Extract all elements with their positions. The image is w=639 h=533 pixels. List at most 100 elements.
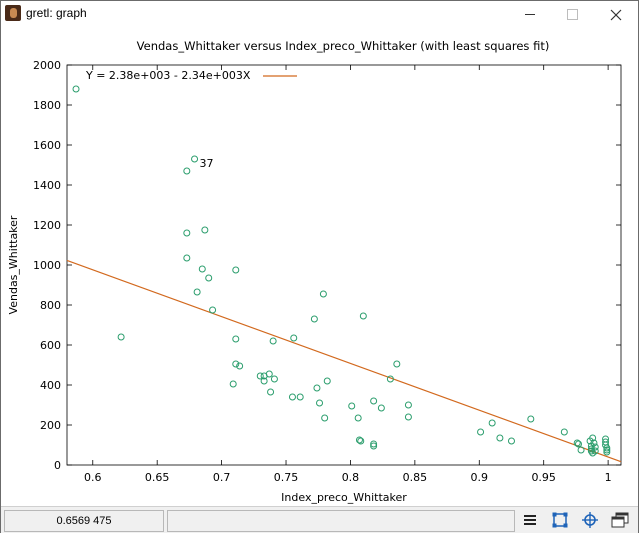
minimize-icon (525, 14, 535, 15)
data-point (359, 312, 367, 320)
data-point (354, 414, 362, 422)
data-point (603, 446, 611, 454)
windows-icon (611, 512, 629, 528)
data-point (357, 437, 365, 445)
data-point (477, 428, 485, 436)
data-point (267, 388, 275, 396)
annotations: 37 (200, 157, 214, 170)
data-point (270, 375, 278, 383)
minimize-button[interactable] (507, 1, 553, 28)
y-tick-label: 1000 (33, 259, 61, 272)
data-point (603, 448, 611, 456)
data-point (319, 290, 327, 298)
legend: Y = 2.38e+003 - 2.34e+003X (85, 69, 297, 82)
data-point (260, 377, 268, 385)
data-point (496, 434, 504, 442)
windows-button[interactable] (609, 511, 631, 529)
y-tick-label: 800 (40, 299, 61, 312)
data-point (256, 372, 264, 380)
y-tick-label: 1800 (33, 99, 61, 112)
point-annotation: 37 (200, 157, 214, 170)
data-point (527, 415, 535, 423)
close-button[interactable] (593, 1, 639, 28)
data-point (587, 445, 595, 453)
data-point (236, 362, 244, 370)
x-tick-label: 0.65 (145, 471, 170, 484)
maximize-icon (566, 9, 578, 20)
data-point (577, 446, 585, 454)
crosshair-icon (582, 512, 598, 528)
y-tick-label: 2000 (33, 59, 61, 72)
y-axis-label: Vendas_Whittaker (7, 215, 20, 314)
data-point (198, 265, 206, 273)
zoom-icon (552, 512, 568, 528)
title-bar[interactable]: gretl: graph (1, 1, 638, 28)
legend-fit-label: Y = 2.38e+003 - 2.34e+003X (85, 69, 251, 82)
data-point (404, 413, 412, 421)
data-point (316, 399, 324, 407)
close-icon (610, 9, 622, 20)
menu-icon (524, 515, 536, 525)
data-point (355, 436, 363, 444)
data-point (310, 315, 318, 323)
data-point (232, 335, 240, 343)
x-axis-label: Index_preco_Whittaker (281, 491, 407, 504)
y-tick-label: 0 (54, 459, 61, 472)
plot-area[interactable]: Vendas_Whittaker versus Index_preco_Whit… (1, 29, 638, 505)
data-point (323, 377, 331, 385)
data-point (386, 375, 394, 383)
data-point (232, 266, 240, 274)
data-point (370, 440, 378, 448)
x-tick-label: 1 (605, 471, 612, 484)
data-point (587, 447, 595, 455)
y-tick-label: 400 (40, 379, 61, 392)
data-point (117, 333, 125, 341)
scatter-chart: Vendas_Whittaker versus Index_preco_Whit… (7, 39, 622, 504)
y-tick-label: 600 (40, 339, 61, 352)
x-tick-label: 0.6 (84, 471, 102, 484)
zoom-button[interactable] (549, 511, 571, 529)
data-point (589, 434, 597, 442)
data-point (205, 274, 213, 282)
data-point (591, 447, 599, 455)
data-point (191, 155, 199, 163)
y-tick-label: 1600 (33, 139, 61, 152)
data-point (574, 440, 582, 448)
y-axis: 0 200 400 600 800 1000 1200 1400 1600 1800 2000 (33, 59, 621, 472)
data-point (370, 442, 378, 450)
y-tick-label: 1400 (33, 179, 61, 192)
data-point (313, 384, 321, 392)
data-point (296, 393, 304, 401)
data-point (183, 229, 191, 237)
data-point (321, 414, 329, 422)
data-point (72, 85, 80, 93)
data-point (229, 380, 237, 388)
data-points (72, 85, 611, 457)
menu-button[interactable] (519, 511, 541, 529)
data-point (209, 306, 217, 314)
data-point (573, 439, 581, 447)
fit-line-group (66, 259, 622, 463)
x-axis: 0.6 0.65 0.7 0.75 0.8 0.85 0.9 0.95 1 (84, 65, 612, 484)
crosshair-button[interactable] (579, 511, 601, 529)
data-point (404, 401, 412, 409)
x-tick-label: 0.7 (213, 471, 231, 484)
data-point (507, 437, 515, 445)
window-title: gretl: graph (26, 6, 87, 20)
data-point (269, 337, 277, 345)
data-point (393, 360, 401, 368)
data-point (560, 428, 568, 436)
maximize-button[interactable] (549, 1, 595, 28)
x-tick-label: 0.8 (342, 471, 360, 484)
data-point (193, 288, 201, 296)
data-point (265, 370, 273, 378)
x-tick-label: 0.9 (471, 471, 489, 484)
data-point (288, 393, 296, 401)
data-point (488, 419, 496, 427)
data-point (377, 404, 385, 412)
data-point (183, 167, 191, 175)
x-tick-label: 0.95 (531, 471, 556, 484)
data-point (370, 397, 378, 405)
data-point (590, 439, 598, 447)
